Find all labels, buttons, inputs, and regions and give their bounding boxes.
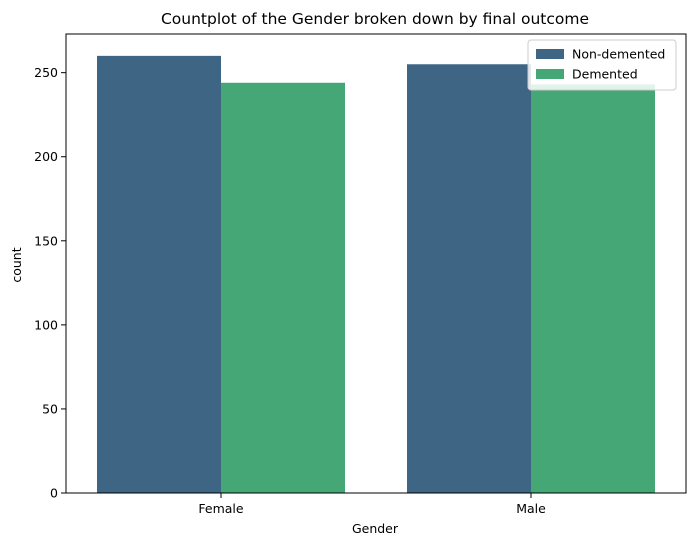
y-tick-label: 100 xyxy=(34,317,58,332)
legend-swatch-demented xyxy=(536,69,564,79)
y-axis-label: count xyxy=(9,247,24,282)
bar-female-non-demented xyxy=(97,55,221,494)
bar-male-demented xyxy=(531,84,655,493)
y-tick-label: 0 xyxy=(50,486,58,501)
x-tick-label: Male xyxy=(516,501,546,516)
plot-area: Female Male 0 50 100 150 200 250 xyxy=(34,33,687,516)
bar-female-demented xyxy=(221,82,345,493)
legend-box xyxy=(527,39,677,91)
y-tick-label: 200 xyxy=(34,149,58,164)
y-tick-label: 50 xyxy=(42,401,58,416)
x-axis-label: Gender xyxy=(352,521,399,536)
axes-frame xyxy=(65,33,687,494)
legend: Non-demented Demented xyxy=(527,39,677,91)
bar-male-non-demented xyxy=(407,64,531,493)
legend-label-non-demented: Non-demented xyxy=(572,47,665,62)
legend-swatch-non-demented xyxy=(536,49,564,59)
y-tick-label: 150 xyxy=(34,233,58,248)
legend-label-demented: Demented xyxy=(572,67,638,82)
y-tick-label: 250 xyxy=(34,65,58,80)
chart-title: Countplot of the Gender broken down by f… xyxy=(161,10,589,28)
x-tick-label: Female xyxy=(198,501,244,516)
